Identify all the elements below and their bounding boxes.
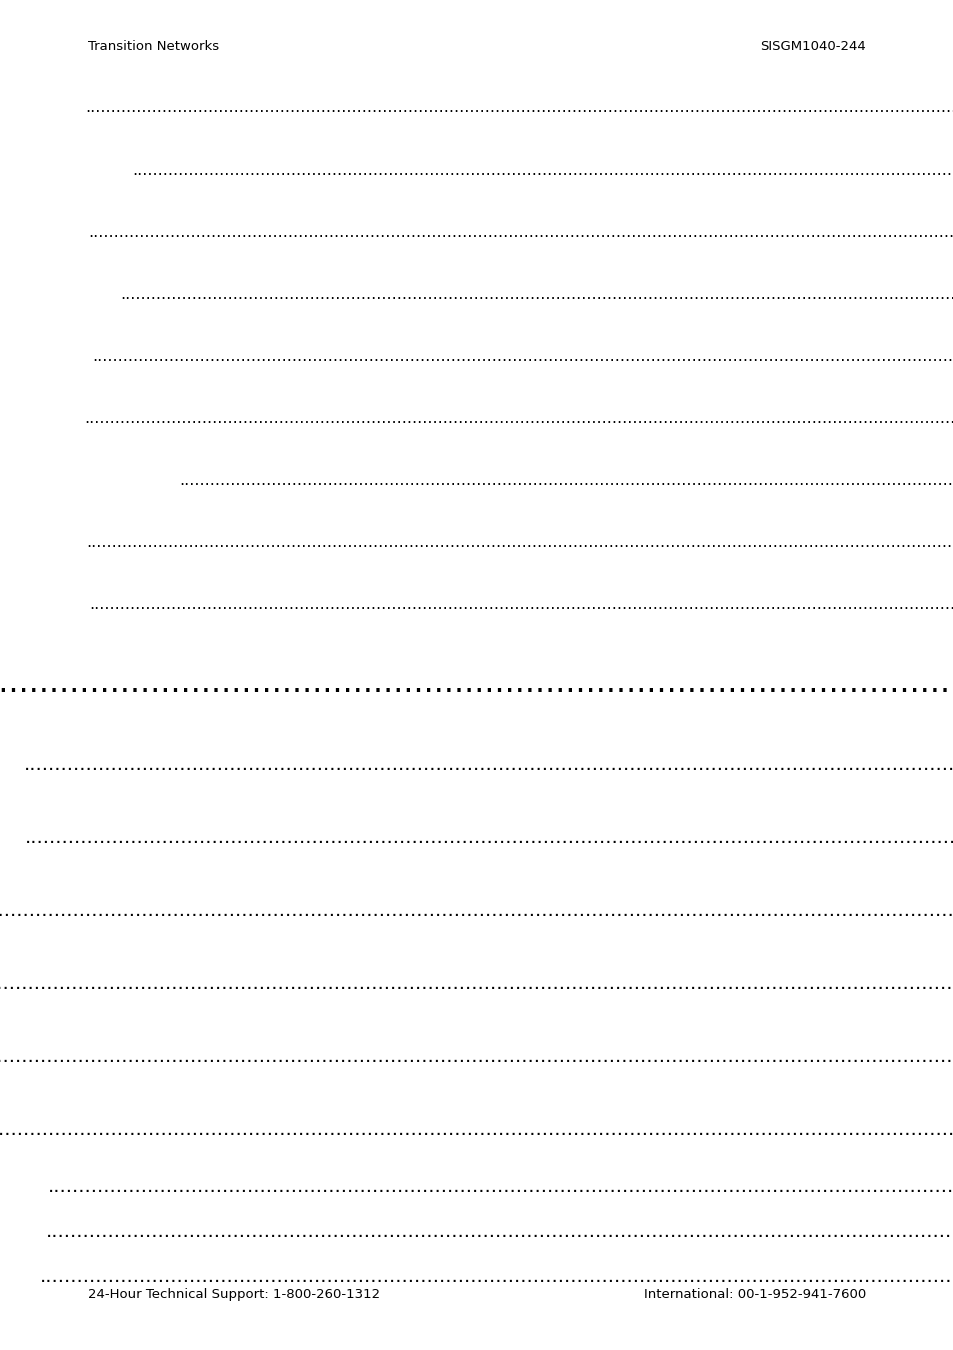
Text: ................................................................................: ........................................… [132,163,953,178]
Text: 55: 55 [842,828,867,846]
Text: SystemLog, SMTP and Event Commands Set: SystemLog, SMTP and Event Commands Set [180,472,536,487]
Text: X-ring Commands Set: X-ring Commands Set [180,597,355,612]
Text: International: 00-1-952-941-7600: International: 00-1-952-941-7600 [643,1288,865,1301]
Text: System Login: System Login [148,900,279,919]
Text: ................................................................................: ........................................… [26,828,953,846]
Text: 802.1x Commands Set: 802.1x Commands Set [180,350,362,365]
Text: Transition Networks: Transition Networks [88,40,219,53]
Text: 24-Hour Technical Support: 1-800-260-1312: 24-Hour Technical Support: 1-800-260-131… [88,1288,379,1301]
Text: DHCP Client – System Configuration: DHCP Client – System Configuration [148,1222,498,1241]
Text: About Web-based Management: About Web-based Management [148,755,454,774]
Text: ................................................................................: ........................................… [0,1048,953,1067]
Text: Mac / Filter Table Commands Set: Mac / Filter Table Commands Set [180,163,442,178]
Text: ................................................................................: ........................................… [0,1120,953,1139]
Text: SISGM1040-244: SISGM1040-244 [760,40,865,53]
Text: System Information: System Information [148,1048,339,1067]
Text: 54: 54 [847,597,867,612]
Text: 57: 57 [842,973,867,994]
Text: 50: 50 [847,410,867,427]
Text: 59: 59 [842,1177,867,1196]
Text: DHCP Server - Port and IP Bindings: DHCP Server - Port and IP Bindings [148,1268,487,1287]
Text: SNMP Commands Set: SNMP Commands Set [180,225,353,240]
Text: 45: 45 [847,225,867,240]
Text: TFTP Commands Set: TFTP Commands Set [180,410,345,427]
Text: IP Configuration: IP Configuration [148,1120,304,1139]
Text: DHCP Server – System configuration: DHCP Server – System configuration [148,1177,503,1196]
Text: ................................................................................: ........................................… [92,350,953,365]
Text: ................................................................................: ........................................… [0,973,953,994]
Text: ................................................................................: ........................................… [88,225,953,240]
Text: ................................................................................: ........................................… [0,900,953,919]
Text: ................................................................................: ........................................… [49,1177,953,1196]
Text: ................................................................................: ........................................… [89,597,953,612]
Text: ................................................................................: ........................................… [85,100,953,115]
Text: 55: 55 [842,755,867,774]
Text: 56: 56 [842,900,867,919]
Text: 55: 55 [826,668,867,699]
Text: ................................................................................: ........................................… [24,755,953,774]
Text: ................................................................................: ........................................… [86,535,953,549]
Text: ................................................................................: ........................................… [40,1268,953,1287]
Text: IGMP Commands Set: IGMP Commands Set [180,100,348,115]
Text: 58: 58 [842,1048,867,1067]
Text: 43: 43 [847,100,867,115]
Text: ................................................................................: ........................................… [120,288,953,302]
Text: 48: 48 [846,350,867,365]
Text: SNTP Commands Set: SNTP Commands Set [180,535,349,549]
Text: ................................................................................: ........................................… [179,472,953,487]
Text: ................................................................................: ........................................… [46,1222,953,1241]
Text: 51: 51 [846,472,867,487]
Text: 60: 60 [842,1222,867,1241]
Text: ................................................................................: ........................................… [84,410,953,427]
Text: Preparing for Web Management: Preparing for Web Management [148,828,457,846]
Text: Port Mirroring Commands Set: Port Mirroring Commands Set [180,288,416,302]
Text: ................................................................................: ........................................… [0,668,953,699]
Text: Main interface: Main interface [148,973,288,994]
Text: 53: 53 [847,535,867,549]
Text: 47: 47 [847,288,867,302]
Text: 61: 61 [842,1268,867,1287]
Text: 58: 58 [842,1120,867,1139]
Text: Web-Based Management: Web-Based Management [88,668,486,699]
Text: 44: 44 [847,163,867,178]
